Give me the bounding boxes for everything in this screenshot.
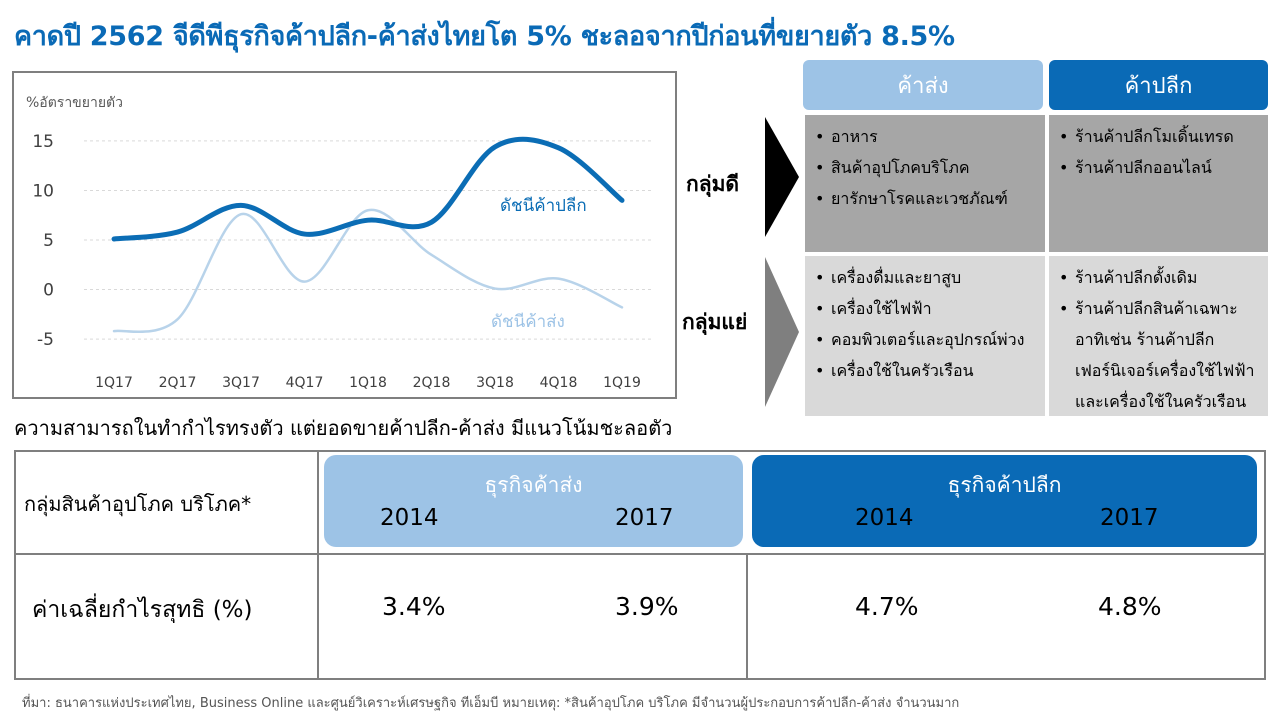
bad-wholesale-cell: เครื่องดื่มและยาสูบเครื่องใช้ไฟฟ้าคอมพิว… xyxy=(805,256,1045,416)
section-subtitle: ความสามารถในทำกำไรทรงตัว แต่ยอดขายค้าปลี… xyxy=(14,416,673,440)
profit-value: 4.8% xyxy=(1098,592,1162,621)
bad-retail-cell: ร้านค้าปลีกดั้งเดิมร้านค้าปลีกสินค้าเฉพา… xyxy=(1049,256,1268,416)
retail-title: ธุรกิจค้าปลีก xyxy=(947,473,1062,497)
profit-table xyxy=(14,450,1266,680)
x-tick-label: 2Q17 xyxy=(159,375,197,391)
y-tick-label: -5 xyxy=(37,330,54,350)
table-row-label-profit: ค่าเฉลี่ยกำไรสุทธิ (%) xyxy=(32,597,253,623)
list-item: สินค้าอุปโภคบริโภค xyxy=(815,152,1039,183)
wholesale-pill: ธุรกิจค้าส่ง xyxy=(324,455,743,547)
bad-group-label: กลุ่มแย่ xyxy=(682,310,748,334)
list-item: อาทิเช่น ร้านค้าปลีก xyxy=(1075,330,1215,349)
wholesale-title: ธุรกิจค้าส่ง xyxy=(484,473,583,497)
x-tick-label: 1Q19 xyxy=(603,375,641,391)
good-retail-cell: ร้านค้าปลีกโมเดิ้นเทรดร้านค้าปลีกออนไลน์ xyxy=(1049,115,1268,252)
list-item: เครื่องใช้ในครัวเรือน xyxy=(815,355,1039,386)
list-item: และเครื่องใช้ในครัวเรือน xyxy=(1075,392,1247,411)
x-tick-label: 3Q18 xyxy=(476,375,514,391)
list-item: ร้านค้าปลีกโมเดิ้นเทรด xyxy=(1059,121,1262,152)
list-item: ร้านค้าปลีกออนไลน์ xyxy=(1059,152,1262,183)
good-group-label: กลุ่มดี xyxy=(686,172,740,196)
list-item: ร้านค้าปลีกดั้งเดิม xyxy=(1059,262,1262,293)
good-wholesale-cell: อาหารสินค้าอุปโภคบริโภคยารักษาโรคและเวชภ… xyxy=(805,115,1045,252)
series-label-wholesale: ดัชนีค้าส่ง xyxy=(491,312,565,332)
list-item: ยารักษาโรคและเวชภัณฑ์ xyxy=(815,183,1039,214)
list-item: คอมพิวเตอร์และอุปกรณ์พ่วง xyxy=(815,324,1039,355)
series-label-retail: ดัชนีค้าปลีก xyxy=(500,196,587,216)
chart-canvas: %อัตราขยายตัว 15 10 5 0 -5 1Q17 2Q17 3Q17 4Q17 1Q1… xyxy=(26,95,654,391)
x-tick-label: 4Q17 xyxy=(286,375,324,391)
list-item: เครื่องดื่มและยาสูบ xyxy=(815,262,1039,293)
list-item: ร้านค้าปลีกสินค้าเฉพาะ xyxy=(1059,293,1262,324)
year-label: 2014 xyxy=(855,505,914,531)
y-tick-label: 15 xyxy=(32,132,54,152)
source-note: ที่มา: ธนาคารแห่งประเทศไทย, Business Onl… xyxy=(22,696,960,711)
series-line-retail xyxy=(111,136,625,242)
growth-line-chart: %อัตราขยายตัว 15 10 5 0 -5 1Q17 2Q17 3Q17 4Q17 1Q1… xyxy=(12,71,677,399)
list-item: เครื่องใช้ไฟฟ้า xyxy=(815,293,1039,324)
series-line-wholesale xyxy=(112,208,624,334)
table-col-divider xyxy=(746,555,748,680)
year-label: 2014 xyxy=(380,505,439,531)
table-row-label-group: กลุ่มสินค้าอุปโภค บริโภค* xyxy=(24,492,252,516)
profit-value: 3.4% xyxy=(382,592,446,621)
x-tick-label: 4Q18 xyxy=(540,375,578,391)
retail-header: ค้าปลีก xyxy=(1049,60,1268,110)
year-label: 2017 xyxy=(615,505,674,531)
x-tick-label: 1Q17 xyxy=(95,375,133,391)
y-tick-label: 10 xyxy=(32,181,54,201)
retail-pill: ธุรกิจค้าปลีก xyxy=(752,455,1257,547)
wholesale-header: ค้าส่ง xyxy=(803,60,1043,110)
y-axis-label: %อัตราขยายตัว xyxy=(26,95,123,111)
profit-value: 4.7% xyxy=(855,592,919,621)
year-label: 2017 xyxy=(1100,505,1159,531)
x-tick-label: 3Q17 xyxy=(222,375,260,391)
table-divider xyxy=(14,553,1266,555)
page-title: คาดปี 2562 จีดีพีธุรกิจค้าปลีก-ค้าส่งไทย… xyxy=(14,21,955,52)
x-tick-label: 1Q18 xyxy=(349,375,387,391)
y-tick-label: 5 xyxy=(43,231,54,251)
bad-arrow-icon xyxy=(765,257,799,407)
list-item: เฟอร์นิเจอร์เครื่องใช้ไฟฟ้า xyxy=(1075,361,1255,380)
profit-value: 3.9% xyxy=(615,592,679,621)
list-item: อาหาร xyxy=(815,121,1039,152)
good-arrow-icon xyxy=(765,117,799,237)
y-tick-label: 0 xyxy=(43,281,54,301)
x-tick-label: 2Q18 xyxy=(413,375,451,391)
table-col-divider xyxy=(317,450,319,680)
